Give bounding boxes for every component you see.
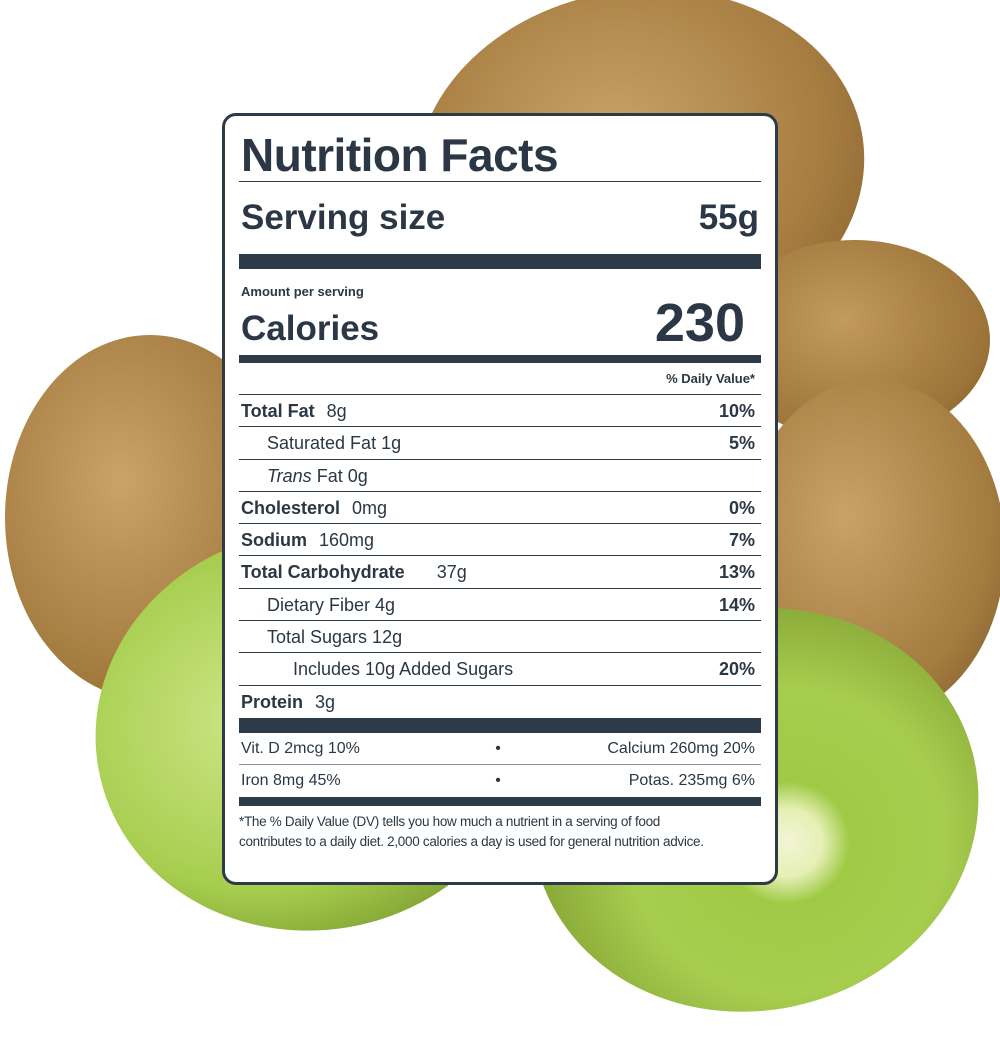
divider-medium <box>239 355 761 363</box>
bullet: • <box>495 771 501 789</box>
bullet: • <box>495 739 501 757</box>
nutrient-row-total-carbohydrate: Total Carbohydrate 37g 13% <box>239 556 761 589</box>
calories: Calories 230 <box>239 293 761 353</box>
nutrient-row-sodium: Sodium 160mg 7% <box>239 524 761 557</box>
calories-label: Calories <box>241 309 380 348</box>
footnote-line: *The % Daily Value (DV) tells you how mu… <box>239 813 661 829</box>
nutrient-amount: 0mg <box>352 497 388 518</box>
nutrient-dv: 10% <box>718 401 755 421</box>
vitamin-row: Iron 8mg 45% • Potas. 235mg 6% <box>239 765 761 797</box>
nutrient-row-dietary-fiber: Dietary Fiber 4g 14% <box>239 589 761 622</box>
nutrient-dv: 20% <box>718 659 755 680</box>
divider-medium <box>239 796 761 806</box>
nutrient-name: Saturated Fat 1g <box>267 433 402 454</box>
nutrient-amount: 8g <box>326 401 347 421</box>
calories-value: 230 <box>654 293 745 353</box>
footnote-line: contributes to a daily diet. 2,000 calor… <box>239 833 704 849</box>
nutrient-row-total-sugars: Total Sugars 12g <box>239 621 761 654</box>
divider-thick <box>239 717 761 733</box>
divider-thick <box>239 254 761 269</box>
nutrient-row-trans-fat: Trans Fat 0g <box>239 460 761 492</box>
nutrient-amount: 37g <box>436 562 467 583</box>
nutrient-name: Total Carbohydrate <box>241 562 405 583</box>
potassium: Potas. 235mg 6% <box>628 771 755 789</box>
nutrient-name: Total Sugars 12g <box>267 627 403 648</box>
label-title: Nutrition Facts <box>239 116 761 182</box>
nutrient-amount: 3g <box>315 691 336 712</box>
nutrient-dv: 0% <box>728 497 755 518</box>
nutrient-dv: 13% <box>718 562 755 583</box>
serving-size-label: Serving size <box>241 198 446 237</box>
nutrient-row-added-sugars: Includes 10g Added Sugars 20% <box>239 653 761 686</box>
nutrient-name: Protein <box>241 691 304 712</box>
nutrient-dv: 5% <box>728 433 755 454</box>
nutrient-amount: 160mg <box>319 530 375 551</box>
nutrient-row-total-fat: Total Fat 8g 10% <box>239 395 761 428</box>
serving-size: Serving size 55g <box>239 182 761 254</box>
nutrient-dv: 7% <box>728 530 755 551</box>
amount-per-serving: Amount per serving <box>241 284 364 299</box>
nutrient-dv: 14% <box>718 594 755 615</box>
nutrition-facts-label: Nutrition Facts Serving size 55g Amount … <box>222 113 778 885</box>
nutrient-row-saturated-fat: Saturated Fat 1g 5% <box>239 427 761 460</box>
nutrient-name: Fat 0g <box>316 465 368 486</box>
iron: Iron 8mg 45% <box>241 771 341 789</box>
nutrient-row-cholesterol: Cholesterol 0mg 0% <box>239 492 761 525</box>
nutrient-name: Sodium <box>241 530 307 551</box>
nutrient-name: Cholesterol <box>241 497 341 518</box>
nutrient-name: Dietary Fiber 4g <box>267 594 396 615</box>
nutrient-name-italic: Trans <box>267 465 312 486</box>
vitamin-row: Vit. D 2mcg 10% • Calcium 260mg 20% <box>239 733 761 765</box>
daily-value-header: % Daily Value* <box>239 363 761 395</box>
serving-size-value: 55g <box>698 198 759 237</box>
nutrient-name: Total Fat <box>241 401 315 421</box>
nutrient-name: Includes 10g Added Sugars <box>293 659 514 680</box>
vitamin-d: Vit. D 2mcg 10% <box>241 739 360 757</box>
nutrient-row-protein: Protein 3g <box>239 686 761 718</box>
footnote: *The % Daily Value (DV) tells you how mu… <box>239 812 761 852</box>
calcium: Calcium 260mg 20% <box>607 739 755 757</box>
